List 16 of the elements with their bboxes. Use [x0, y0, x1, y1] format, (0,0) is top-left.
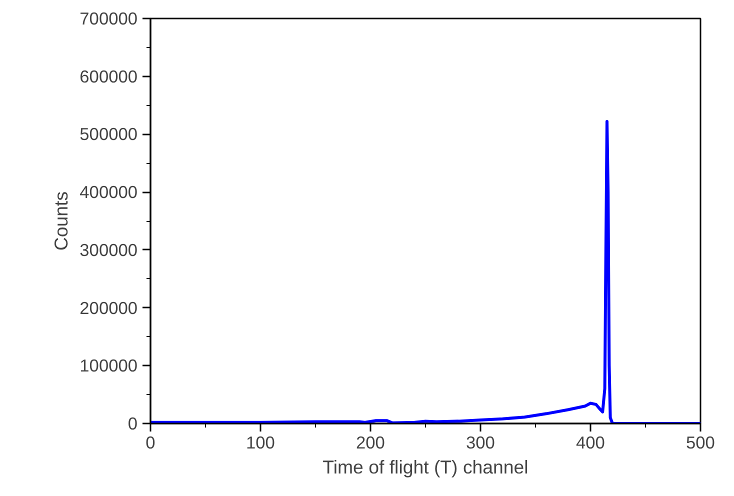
y-tick-label: 0 [128, 414, 138, 434]
x-tick-label: 300 [466, 432, 495, 452]
y-axis-title: Counts [50, 191, 72, 251]
x-tick-label: 100 [246, 432, 275, 452]
x-tick-label: 200 [356, 432, 385, 452]
x-tick-label: 0 [146, 432, 156, 452]
x-tick-label: 400 [576, 432, 605, 452]
y-tick-label: 700000 [80, 8, 138, 28]
y-tick-label: 400000 [80, 182, 138, 202]
x-tick-label: 500 [686, 432, 715, 452]
y-tick-label: 200000 [80, 298, 138, 318]
y-tick-label: 600000 [80, 66, 138, 86]
y-tick-label: 100000 [80, 356, 138, 376]
y-tick-label: 500000 [80, 124, 138, 144]
y-tick-label: 300000 [80, 240, 138, 260]
x-axis-title: Time of flight (T) channel [322, 456, 528, 478]
